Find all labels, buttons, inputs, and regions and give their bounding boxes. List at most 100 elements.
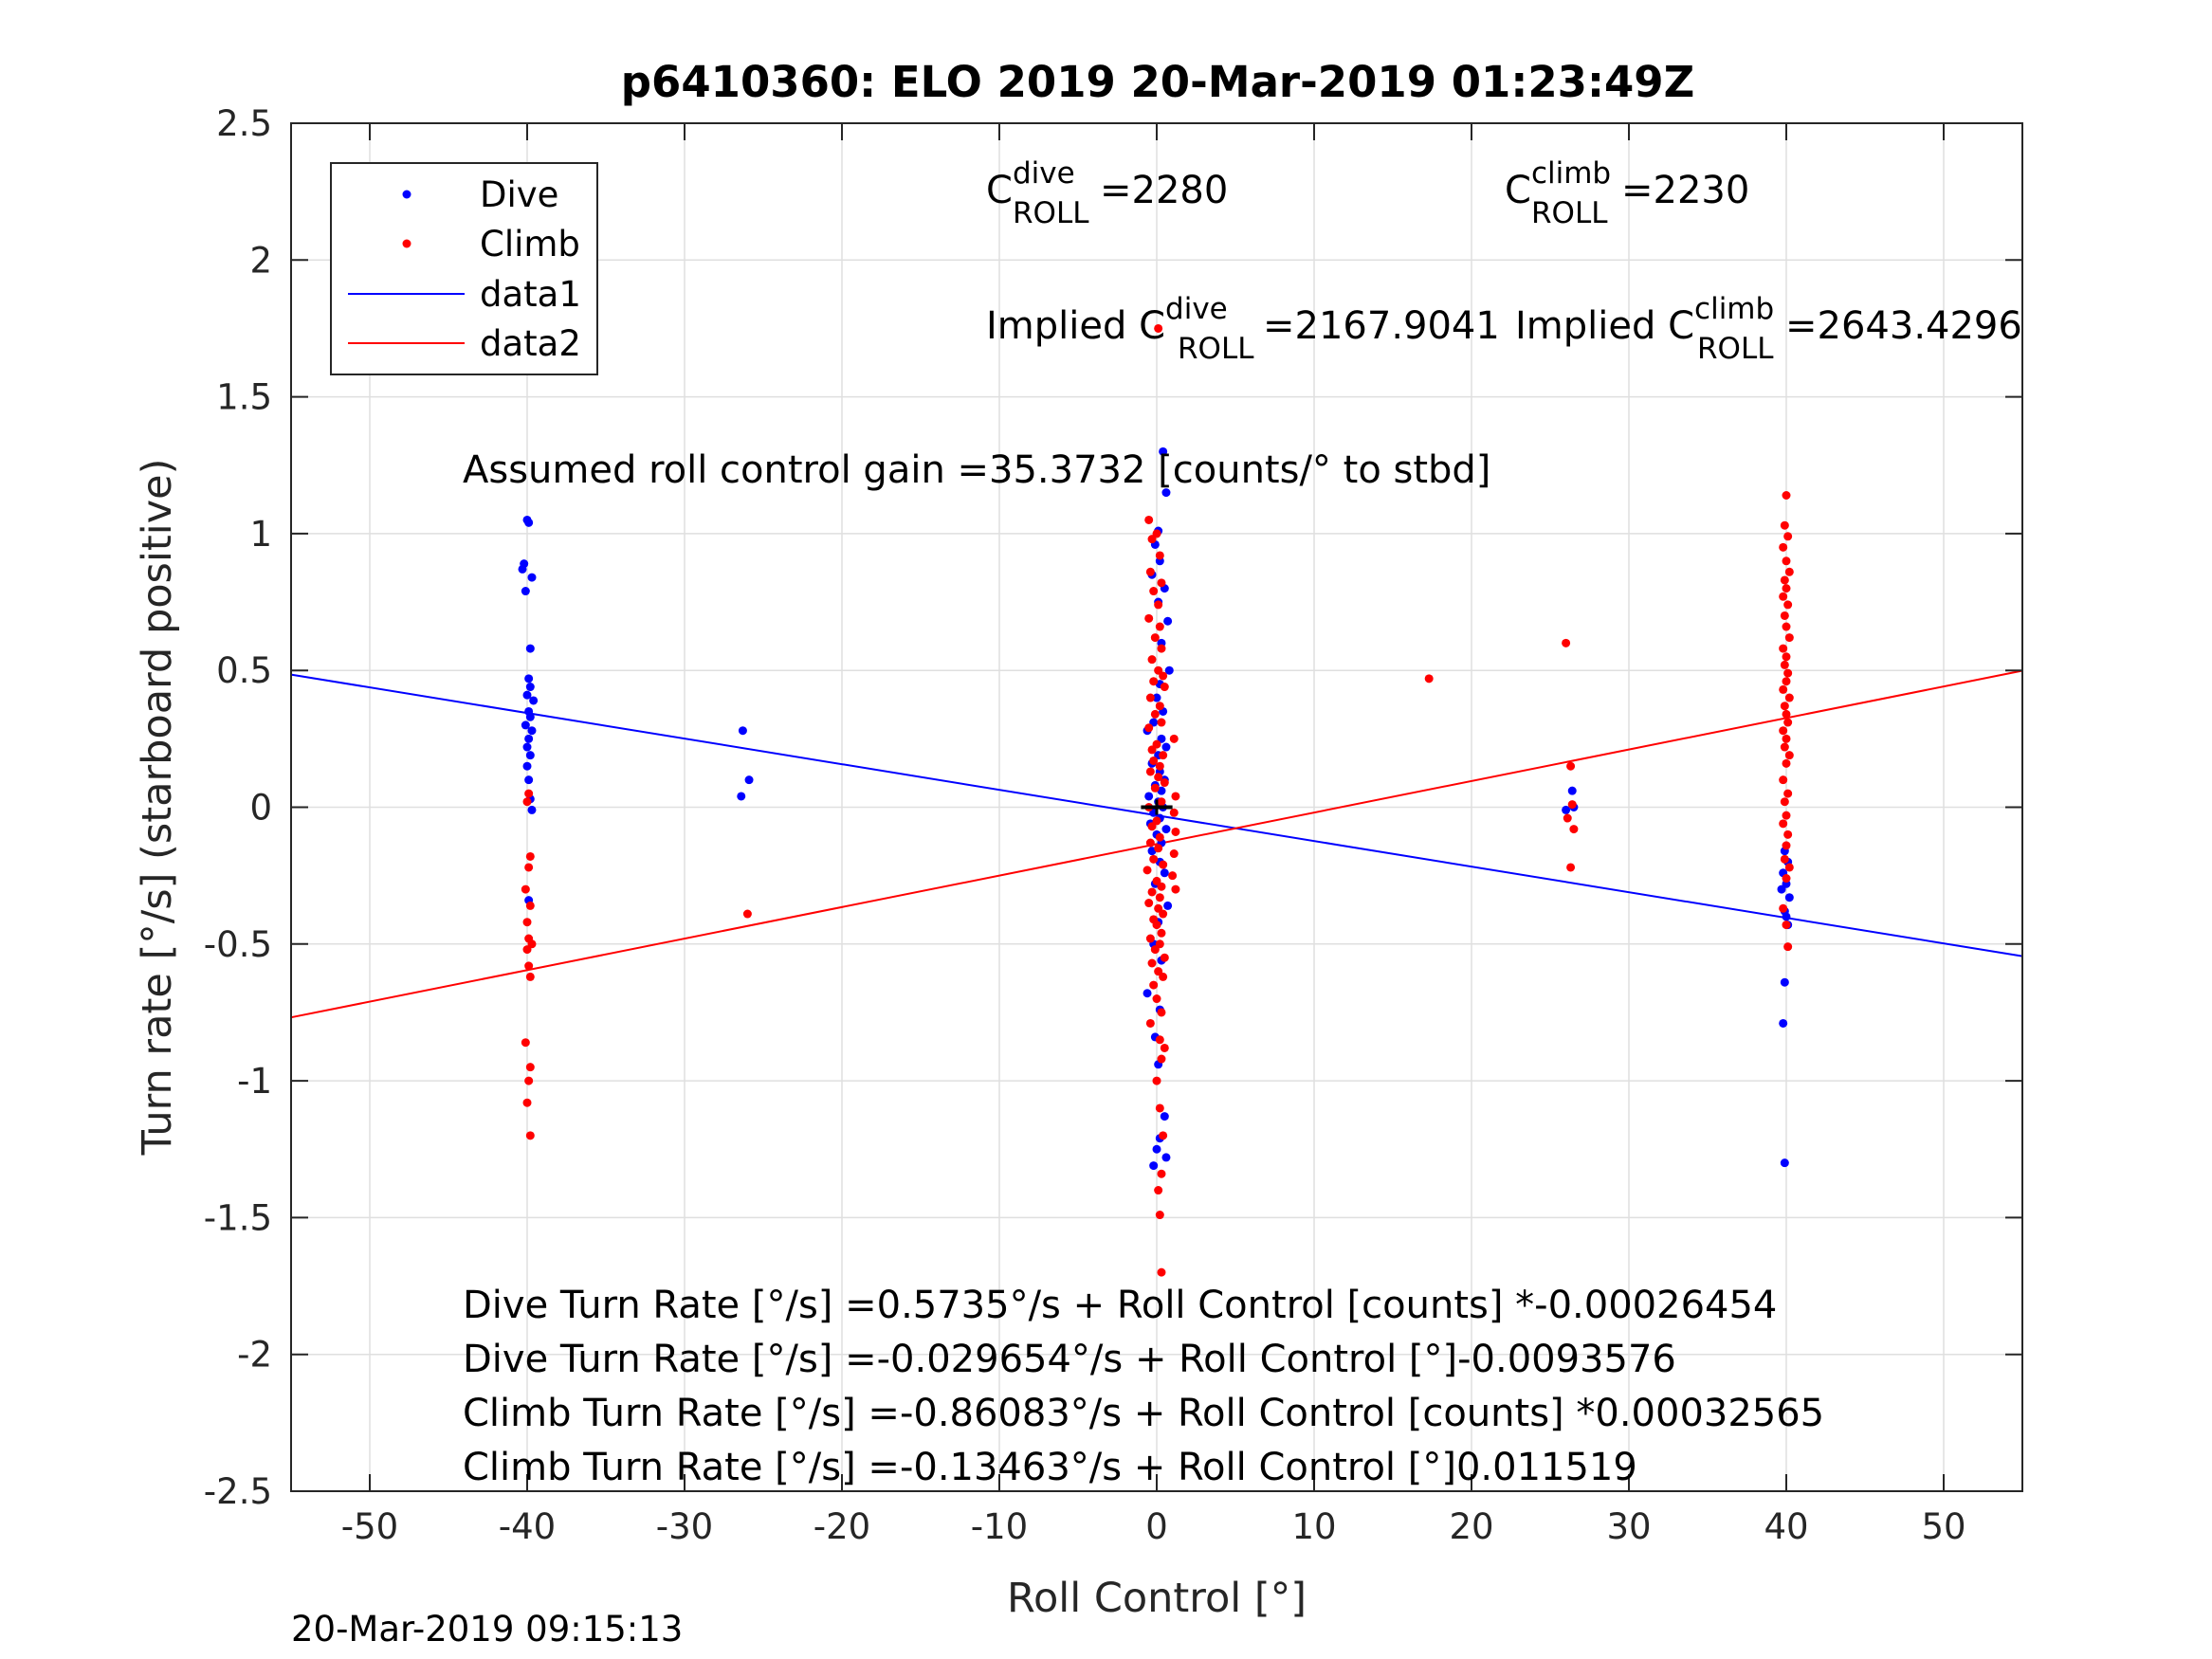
annotation-gain: Assumed roll control gain =35.3732 [coun… — [463, 448, 1490, 492]
data-point-dive — [1152, 1144, 1161, 1154]
data-point-climb — [1152, 1076, 1161, 1085]
annotation-implied-climb: Implied Cclimb ROLL =2643.4296 — [1515, 292, 2022, 366]
data-point-climb — [1779, 592, 1788, 601]
data-point-climb — [1783, 718, 1793, 727]
data-point-climb — [1780, 854, 1789, 864]
data-point-climb — [1145, 1018, 1155, 1028]
data-point-climb — [1154, 323, 1163, 333]
y-tick-label: 2.5 — [216, 103, 272, 144]
data-point-climb — [1782, 841, 1791, 850]
data-point-climb — [1780, 520, 1789, 530]
annotation-implied-climb-main: Implied C — [1515, 304, 1694, 348]
x-tick-label: 20 — [1449, 1506, 1493, 1547]
data-point-dive — [522, 761, 532, 771]
annotation-c-dive: Cdive ROLL =2280 — [986, 156, 1228, 230]
data-point-dive — [1159, 447, 1168, 456]
data-point-climb — [1779, 726, 1788, 736]
legend-label-dive: Dive — [480, 174, 558, 215]
data-point-dive — [1779, 1018, 1788, 1028]
data-point-climb — [1569, 825, 1579, 834]
data-point-dive — [738, 726, 747, 736]
data-point-dive — [1152, 693, 1161, 702]
series-layer — [290, 323, 2023, 1277]
data-point-climb — [522, 945, 532, 955]
y-tick-label: 0.5 — [216, 650, 272, 691]
data-point-climb — [1145, 767, 1155, 776]
data-point-dive — [524, 518, 534, 527]
data-point-climb — [1154, 1186, 1163, 1195]
data-point-climb — [1783, 789, 1793, 798]
data-point-climb — [525, 1063, 535, 1072]
data-point-climb — [1783, 830, 1793, 839]
data-point-climb — [1782, 734, 1791, 743]
svg-text:Implied Cdive: Implied Cdive — [986, 292, 1228, 348]
data-point-climb — [1152, 921, 1161, 930]
data-point-climb — [1155, 1103, 1164, 1113]
data-point-climb — [1143, 866, 1152, 875]
data-point-climb — [1154, 844, 1163, 853]
data-point-climb — [1157, 797, 1166, 807]
chart-title: p6410360: ELO 2019 20-Mar-2019 01:23:49Z — [621, 57, 1694, 107]
data-point-climb — [1784, 863, 1794, 872]
y-tick-label: 1.5 — [216, 377, 272, 418]
data-point-dive — [525, 644, 535, 653]
data-point-climb — [1159, 1131, 1168, 1140]
data-point-climb — [1171, 827, 1180, 836]
data-point-climb — [521, 884, 530, 894]
data-point-climb — [1782, 811, 1791, 820]
annotation-c-climb-sub: ROLL — [1531, 196, 1608, 230]
annotation-c-climb: Cclimb ROLL =2230 — [1505, 156, 1749, 230]
data-point-climb — [1779, 775, 1788, 785]
x-tick-label: 0 — [1145, 1506, 1168, 1547]
series-Climb-group — [521, 323, 1794, 1277]
data-point-climb — [1147, 745, 1157, 755]
data-point-climb — [522, 1098, 532, 1107]
data-point-dive — [524, 775, 534, 785]
data-point-climb — [1780, 660, 1789, 669]
data-point-dive — [1780, 977, 1789, 987]
data-point-climb — [525, 1131, 535, 1140]
annotation-implied-dive-value: =2167.9041 — [1263, 304, 1500, 348]
legend-label-data1: data1 — [480, 274, 581, 315]
data-point-dive — [524, 674, 534, 684]
data-point-climb — [1782, 874, 1791, 884]
data-point-climb — [1147, 822, 1157, 831]
data-point-climb — [1779, 819, 1788, 829]
data-point-climb — [1780, 611, 1789, 620]
data-point-climb — [1782, 490, 1791, 500]
data-point-climb — [1562, 638, 1571, 647]
data-point-climb — [1147, 655, 1157, 665]
data-point-dive — [1780, 1158, 1789, 1168]
data-point-climb — [1145, 838, 1155, 848]
legend: Dive Climb data1 data2 — [330, 162, 598, 375]
data-point-climb — [1783, 532, 1793, 541]
data-point-climb — [1169, 849, 1179, 859]
data-point-dive — [1164, 665, 1174, 675]
data-point-climb — [1159, 909, 1168, 919]
data-point-climb — [1159, 671, 1168, 681]
annotation-c-climb-value: =2230 — [1621, 169, 1749, 212]
annotation-equation-2: Dive Turn Rate [°/s] =-0.029654°/s + Rol… — [463, 1338, 1676, 1381]
data-point-climb — [1784, 633, 1794, 643]
x-tick-label: -10 — [971, 1506, 1028, 1547]
data-point-climb — [1147, 535, 1157, 544]
data-point-dive — [1163, 901, 1173, 910]
y-tick-label: -1 — [237, 1061, 272, 1102]
data-point-climb — [1782, 677, 1791, 686]
data-point-dive — [525, 683, 535, 692]
svg-text:Implied Cclimb: Implied Cclimb — [1515, 292, 1774, 348]
data-point-climb — [1160, 953, 1169, 962]
data-point-climb — [1150, 945, 1160, 955]
data-point-climb — [1147, 958, 1157, 968]
data-point-climb — [1157, 1169, 1166, 1178]
data-point-climb — [522, 918, 532, 927]
footer-timestamp: 20-Mar-2019 09:15:13 — [291, 1609, 683, 1650]
data-point-dive — [521, 587, 530, 596]
data-point-climb — [1149, 756, 1159, 765]
x-tick-label: -40 — [499, 1506, 556, 1547]
data-point-dive — [525, 712, 535, 721]
axis-ticks — [291, 122, 2022, 1492]
x-tick-label: 40 — [1764, 1506, 1808, 1547]
x-tick-label: 50 — [1921, 1506, 1965, 1547]
data-point-climb — [1566, 761, 1576, 771]
